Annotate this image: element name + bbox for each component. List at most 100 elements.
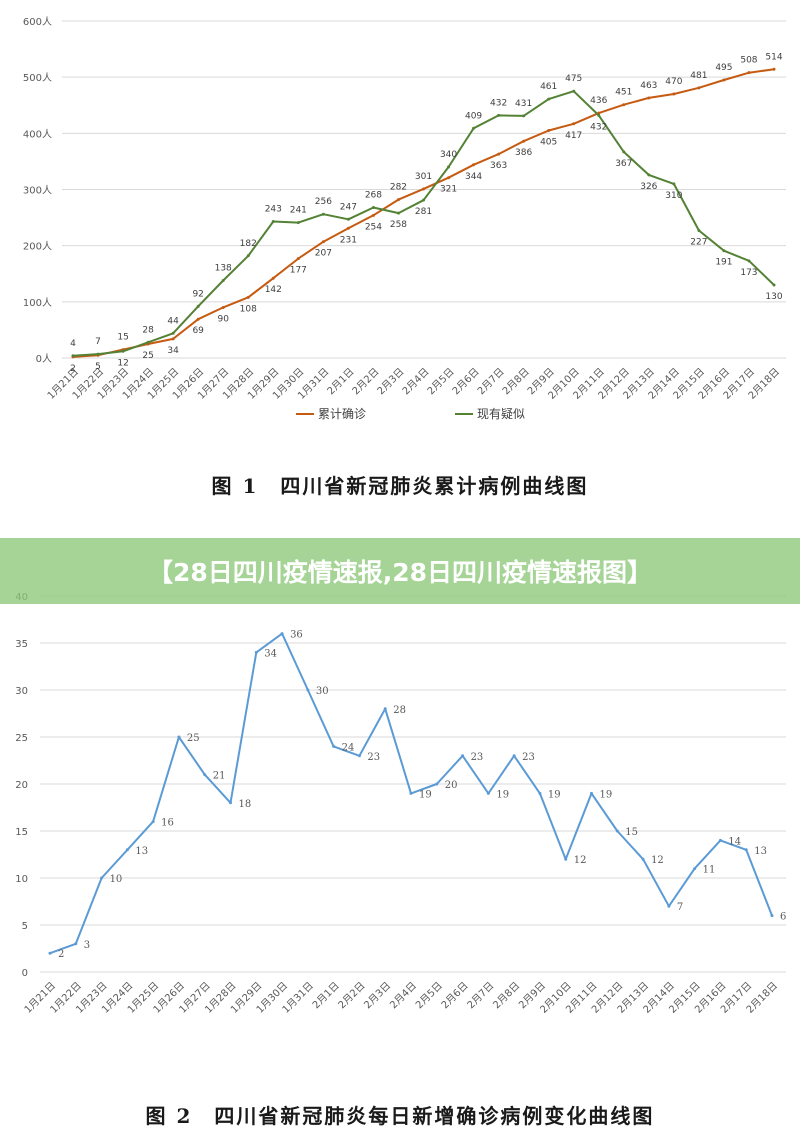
data-point — [672, 182, 676, 186]
data-point — [221, 278, 225, 282]
data-label: 470 — [665, 77, 682, 87]
data-point — [171, 337, 175, 341]
data-point — [203, 773, 207, 777]
data-label: 20 — [445, 780, 458, 791]
data-label: 231 — [340, 235, 357, 245]
data-point — [396, 211, 400, 215]
data-label: 28 — [393, 705, 406, 716]
data-label: 508 — [740, 56, 757, 66]
data-label: 340 — [440, 150, 457, 160]
data-label: 69 — [192, 326, 204, 336]
y-tick-label: 300人 — [23, 185, 52, 197]
data-label: 258 — [390, 220, 407, 230]
data-label: 409 — [465, 111, 482, 121]
banner-title: 【28日四川疫情速报,28日四川疫情速报图】 — [147, 558, 653, 587]
data-label: 481 — [690, 71, 707, 81]
data-point — [146, 340, 150, 344]
data-point — [722, 249, 726, 253]
y-tick-label: 0 — [22, 968, 28, 979]
data-label: 28 — [142, 325, 154, 335]
data-point — [422, 198, 425, 202]
legend-label: 现有疑似 — [477, 406, 525, 421]
data-label: 431 — [515, 99, 532, 109]
data-point — [409, 791, 413, 795]
x-tick-label: 2月2日 — [336, 980, 368, 1012]
data-label: 207 — [315, 249, 332, 259]
data-label: 2 — [70, 364, 76, 374]
data-label: 191 — [715, 258, 732, 268]
data-point — [96, 352, 100, 356]
data-label: 92 — [192, 289, 203, 299]
data-label: 4 — [70, 339, 76, 349]
data-label: 301 — [415, 172, 432, 182]
data-label: 417 — [565, 131, 582, 141]
data-label: 475 — [565, 74, 582, 84]
data-label: 138 — [215, 263, 232, 273]
data-point — [486, 791, 490, 795]
y-tick-label: 20 — [15, 780, 28, 791]
data-point — [447, 176, 451, 180]
data-label: 463 — [640, 81, 657, 91]
data-label: 326 — [640, 182, 657, 192]
data-label: 243 — [265, 205, 282, 215]
data-label: 177 — [290, 266, 307, 276]
data-label: 310 — [665, 191, 682, 201]
x-tick-label: 2月5日 — [413, 980, 445, 1012]
data-label: 13 — [754, 846, 767, 857]
data-label: 344 — [465, 172, 482, 182]
x-tick-label: 2月8日 — [491, 980, 523, 1012]
x-tick-label: 2月1日 — [325, 366, 357, 398]
legend-item: 累计确诊 — [296, 407, 366, 421]
x-tick-label: 2月8日 — [500, 366, 532, 398]
data-point — [572, 122, 576, 126]
data-point — [522, 139, 526, 143]
data-point — [296, 221, 300, 225]
data-point — [383, 707, 387, 711]
x-tick-label: 2月4日 — [400, 366, 432, 398]
data-point — [597, 113, 601, 117]
data-label: 12 — [651, 855, 664, 866]
data-label: 11 — [703, 865, 716, 876]
data-point — [306, 688, 310, 692]
data-point — [171, 331, 175, 335]
data-point — [547, 129, 551, 133]
data-label: 241 — [290, 206, 307, 216]
data-label: 21 — [213, 771, 226, 782]
data-point — [522, 114, 526, 118]
data-point — [196, 317, 200, 321]
data-label: 363 — [490, 161, 507, 171]
data-label: 34 — [264, 648, 277, 659]
data-point — [572, 89, 576, 93]
data-point — [647, 173, 651, 177]
data-label: 23 — [471, 752, 484, 763]
data-point — [332, 744, 336, 748]
x-tick-label: 2月3日 — [375, 366, 407, 398]
data-point — [246, 254, 250, 258]
y-tick-label: 35 — [15, 639, 28, 650]
data-label: 6 — [780, 912, 786, 923]
data-point — [747, 71, 751, 75]
data-label: 15 — [117, 333, 128, 343]
y-tick-label: 25 — [15, 733, 28, 744]
data-point — [435, 782, 439, 786]
title-banner: 【28日四川疫情速报,28日四川疫情速报图】 — [0, 538, 800, 604]
data-point — [396, 198, 400, 202]
x-tick-label: 2月4日 — [387, 980, 419, 1012]
x-tick-label: 2月5日 — [425, 366, 457, 398]
data-point — [74, 942, 78, 946]
data-point — [321, 212, 325, 216]
y-tick-label: 400人 — [23, 128, 52, 140]
data-label: 247 — [340, 202, 357, 212]
data-point — [770, 914, 774, 918]
data-label: 432 — [490, 98, 507, 108]
data-point — [125, 848, 129, 852]
data-label: 256 — [315, 197, 332, 207]
data-point — [100, 876, 104, 880]
data-label: 142 — [265, 285, 282, 295]
data-point — [177, 735, 181, 739]
data-point — [590, 791, 593, 795]
data-point — [472, 126, 476, 130]
x-tick-label: 2月6日 — [450, 366, 482, 398]
data-label: 268 — [365, 190, 382, 200]
data-label: 13 — [135, 846, 148, 857]
